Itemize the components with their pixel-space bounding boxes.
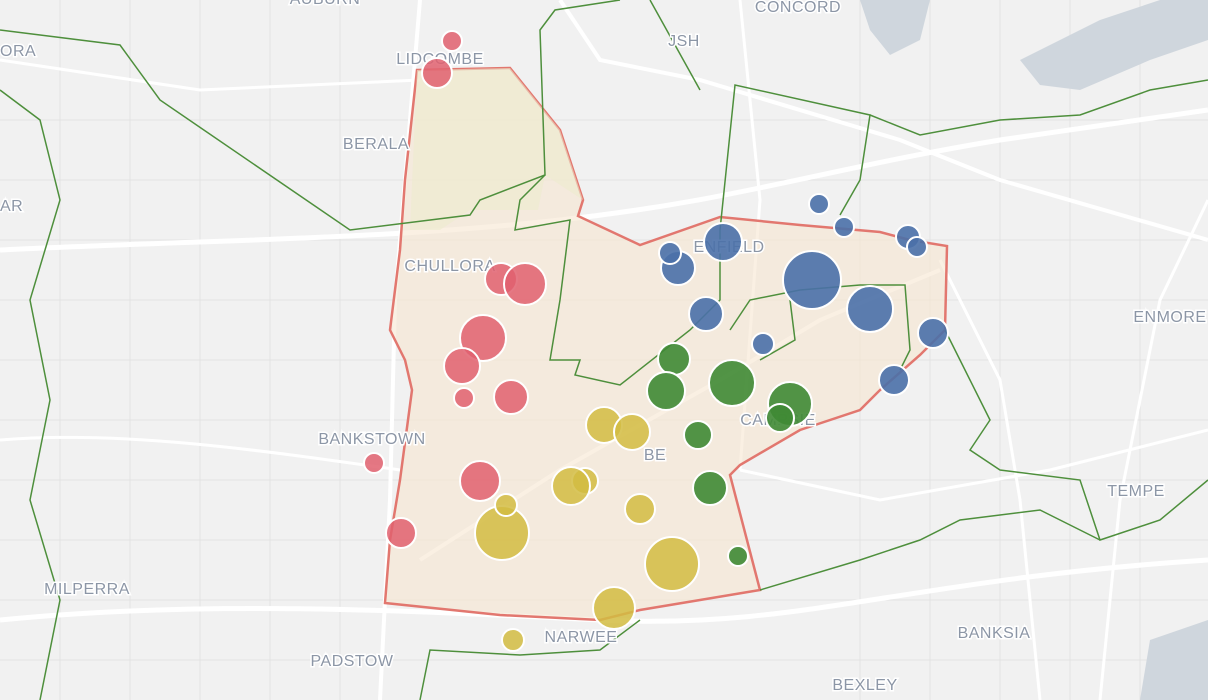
- bubble: [493, 379, 529, 415]
- bubble: [443, 347, 481, 385]
- bubble: [494, 493, 518, 517]
- bubble: [644, 536, 700, 592]
- suburb-label: JSH: [668, 33, 700, 50]
- bubble: [917, 317, 949, 349]
- water: [860, 0, 1208, 700]
- bubble: [459, 314, 507, 362]
- bubble: [765, 403, 795, 433]
- bubble: [751, 332, 775, 356]
- bubble: [646, 371, 686, 411]
- bubble: [692, 470, 728, 506]
- bubbles: [363, 30, 949, 652]
- suburb-label: PADSTOW: [311, 653, 394, 670]
- bubble: [385, 517, 417, 549]
- bubble: [551, 466, 591, 506]
- bubble: [878, 364, 910, 396]
- suburb-label: BE: [644, 447, 666, 464]
- bubble: [727, 545, 749, 567]
- bubble: [708, 359, 756, 407]
- suburb-label: MILPERRA: [44, 581, 130, 598]
- suburb-label: NARWEE: [545, 629, 618, 646]
- bubble: [906, 236, 928, 258]
- suburb-label: ORA: [0, 43, 36, 60]
- suburb-label: CHULLORA: [404, 258, 495, 275]
- bubble: [688, 296, 724, 332]
- bubble: [657, 342, 691, 376]
- bubble: [453, 387, 475, 409]
- bubble: [592, 586, 636, 630]
- bubble: [503, 262, 547, 306]
- bubble: [782, 250, 842, 310]
- bubble: [833, 216, 855, 238]
- bubble: [624, 493, 656, 525]
- suburb-label: BANKSIA: [958, 625, 1031, 642]
- suburb-label: BANKSTOWN: [318, 431, 425, 448]
- suburb-label: TEMPE: [1107, 483, 1165, 500]
- bubble: [808, 193, 830, 215]
- bubble: [658, 241, 682, 265]
- bubble: [459, 460, 501, 502]
- bubble: [421, 57, 453, 89]
- suburb-label: CONCORD: [755, 0, 841, 16]
- suburb-label: ENMORE: [1133, 309, 1206, 326]
- sub-area: [410, 68, 583, 230]
- bubble: [613, 413, 651, 451]
- bubble: [441, 30, 463, 52]
- bubble: [683, 420, 713, 450]
- bubble: [363, 452, 385, 474]
- bubble: [846, 285, 894, 333]
- bubble: [703, 222, 743, 262]
- suburb-label: AR: [0, 198, 23, 215]
- suburb-label: BERALA: [343, 136, 409, 153]
- bubble: [501, 628, 525, 652]
- suburb-label: BEXLEY: [832, 677, 897, 694]
- suburb-label: AUBURN: [290, 0, 361, 8]
